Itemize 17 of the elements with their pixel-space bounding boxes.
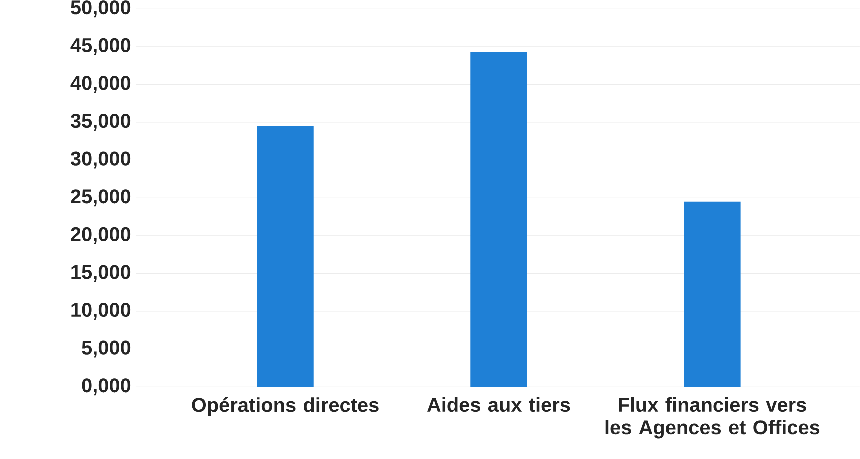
bar bbox=[684, 202, 741, 388]
y-tick-label: 30,000 bbox=[70, 152, 131, 169]
y-tick-label: 15,000 bbox=[72, 265, 131, 282]
y-tick-label: 45,000 bbox=[70, 38, 131, 56]
y-tick-label: 5,000 bbox=[82, 340, 131, 358]
x-tick-label: Opérations directes bbox=[192, 398, 379, 416]
bar bbox=[257, 126, 314, 388]
x-tick-label: Flux financiers vers les Agences et Offices bbox=[606, 397, 820, 439]
y-tick-label: 10,000 bbox=[72, 303, 131, 320]
y-tick-label: 50,000 bbox=[71, 0, 131, 18]
x-tick-label: Aides aux tiers bbox=[427, 397, 570, 412]
y-tick-label: 20,000 bbox=[71, 227, 131, 244]
y-tick-label: 35,000 bbox=[70, 114, 131, 132]
bar bbox=[470, 52, 528, 388]
y-tick-label: 40,000 bbox=[70, 76, 131, 94]
y-tick-label: 0,000 bbox=[82, 378, 131, 396]
y-tick-label: 25,000 bbox=[71, 190, 131, 207]
